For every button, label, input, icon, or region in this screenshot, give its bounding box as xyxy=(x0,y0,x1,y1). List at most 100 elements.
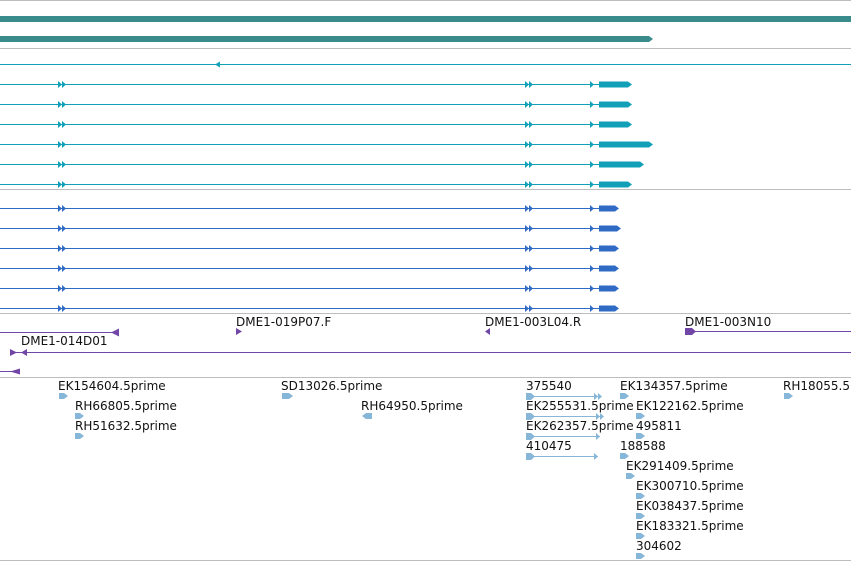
forward-strand-arrow-icon xyxy=(590,81,594,88)
forward-strand-arrow-icon xyxy=(525,121,533,128)
est-label[interactable]: EK038437.5prime xyxy=(636,499,744,513)
exon-block xyxy=(599,181,632,188)
forward-strand-arrow-icon xyxy=(58,121,66,128)
est-feature[interactable] xyxy=(620,453,629,459)
transcript-row[interactable] xyxy=(0,205,619,212)
clone-end-marker-icon xyxy=(685,328,696,335)
gene-track xyxy=(0,16,851,42)
est-feature[interactable] xyxy=(75,413,84,419)
forward-strand-arrow-icon xyxy=(590,265,594,272)
transcript-row[interactable] xyxy=(0,161,644,168)
clone-end-marker-icon[interactable] xyxy=(236,328,242,335)
transcript-row[interactable] xyxy=(0,101,632,108)
est-feature[interactable] xyxy=(282,393,293,399)
est-label[interactable]: EK300710.5prime xyxy=(636,479,744,493)
exon-block xyxy=(599,225,621,232)
forward-strand-arrow-icon xyxy=(525,245,533,252)
est-label[interactable]: RH64950.5prime xyxy=(361,399,463,413)
est-label[interactable]: EK183321.5prime xyxy=(636,519,744,533)
transcript-row[interactable] xyxy=(0,181,632,188)
est-feature[interactable] xyxy=(626,473,635,479)
forward-strand-arrow-icon xyxy=(58,205,66,212)
exon-block xyxy=(599,161,644,168)
forward-strand-arrow-icon xyxy=(525,181,533,188)
reverse-strand-arrow-icon xyxy=(10,368,20,375)
exon-block xyxy=(599,101,632,108)
bac-label-dme1-019p07-f[interactable]: DME1-019P07.F xyxy=(236,315,331,329)
forward-strand-arrow-icon xyxy=(58,101,66,108)
est-feature[interactable] xyxy=(636,513,645,519)
gene-span-bar[interactable] xyxy=(0,16,851,22)
forward-strand-arrow-icon xyxy=(58,285,66,292)
spliced-est[interactable] xyxy=(526,453,598,460)
est-label[interactable]: EK291409.5prime xyxy=(626,459,734,473)
est-feature[interactable] xyxy=(784,393,793,399)
est-feature[interactable] xyxy=(620,393,629,399)
exon-block xyxy=(599,285,619,292)
est-feature[interactable] xyxy=(636,433,645,439)
transcript-row[interactable] xyxy=(0,81,632,88)
transcript-row[interactable] xyxy=(0,305,619,312)
est-label[interactable]: 375540 xyxy=(526,379,572,393)
reverse-strand-arrow-icon xyxy=(111,328,119,337)
transcript-row[interactable] xyxy=(0,245,619,252)
est-feature[interactable] xyxy=(636,533,645,539)
est-label[interactable]: 410475 xyxy=(526,439,572,453)
forward-strand-arrow-icon xyxy=(58,161,66,168)
est-feature[interactable] xyxy=(636,553,645,559)
est-label[interactable]: RH66805.5prime xyxy=(75,399,177,413)
forward-strand-arrow-icon xyxy=(590,225,594,232)
transcript-row[interactable] xyxy=(0,141,653,148)
transcript-track-teal xyxy=(0,61,851,188)
forward-strand-arrow-icon xyxy=(590,181,594,188)
spliced-est[interactable] xyxy=(526,413,604,420)
est-label[interactable]: 304602 xyxy=(636,539,682,553)
bac-label-dme1-003n10[interactable]: DME1-003N10 xyxy=(685,315,771,329)
est-label[interactable]: 495811 xyxy=(636,419,682,433)
est-label[interactable]: RH51632.5prime xyxy=(75,419,177,433)
spliced-est[interactable] xyxy=(526,433,600,440)
forward-strand-arrow-icon xyxy=(525,141,533,148)
est-label[interactable]: EK134357.5prime xyxy=(620,379,728,393)
transcript-row[interactable] xyxy=(0,121,632,128)
gene-model-bar[interactable] xyxy=(0,36,653,42)
est-feature[interactable] xyxy=(636,413,645,419)
est-feature[interactable] xyxy=(59,393,68,399)
forward-strand-arrow-icon xyxy=(58,245,66,252)
forward-strand-arrow-icon xyxy=(590,285,594,292)
transcript-row[interactable] xyxy=(0,285,619,292)
forward-strand-arrow-icon xyxy=(525,101,533,108)
forward-strand-arrow-icon xyxy=(525,265,533,272)
transcript-track-blue xyxy=(0,205,621,312)
reverse-strand-arrow-icon xyxy=(215,61,220,68)
forward-strand-arrow-icon xyxy=(590,161,594,168)
exon-block xyxy=(599,245,619,252)
est-feature[interactable] xyxy=(75,433,84,439)
est-feature[interactable] xyxy=(362,413,372,419)
est-feature[interactable] xyxy=(636,493,645,499)
forward-strand-arrow-icon xyxy=(590,101,594,108)
forward-strand-arrow-icon xyxy=(525,205,533,212)
est-label[interactable]: EK122162.5prime xyxy=(636,399,744,413)
bac-label-dme1-003l04-r[interactable]: DME1-003L04.R xyxy=(485,315,581,329)
reverse-strand-arrow-icon xyxy=(21,349,27,356)
transcript-row[interactable] xyxy=(0,225,621,232)
est-label[interactable]: 188588 xyxy=(620,439,666,453)
forward-strand-arrow-icon xyxy=(10,349,17,356)
reverse-strand-arrow-icon[interactable] xyxy=(485,328,490,335)
est-label[interactable]: SD13026.5prime xyxy=(281,379,382,393)
transcript-row[interactable] xyxy=(0,265,619,272)
est-label[interactable]: EK255531.5prime xyxy=(526,399,634,413)
forward-strand-arrow-icon xyxy=(525,161,533,168)
forward-strand-arrow-icon xyxy=(525,225,533,232)
est-label[interactable]: EK262357.5prime xyxy=(526,419,634,433)
forward-strand-arrow-icon xyxy=(525,81,533,88)
spliced-est[interactable] xyxy=(526,393,602,400)
forward-strand-arrow-icon xyxy=(590,141,594,148)
est-label[interactable]: RH18055.5 xyxy=(783,379,850,393)
forward-strand-arrow-icon xyxy=(590,305,594,312)
forward-strand-arrow-icon xyxy=(525,305,533,312)
forward-strand-arrow-icon xyxy=(590,205,594,212)
est-label[interactable]: EK154604.5prime xyxy=(58,379,166,393)
bac-label-dme1-014d01[interactable]: DME1-014D01 xyxy=(21,334,108,348)
